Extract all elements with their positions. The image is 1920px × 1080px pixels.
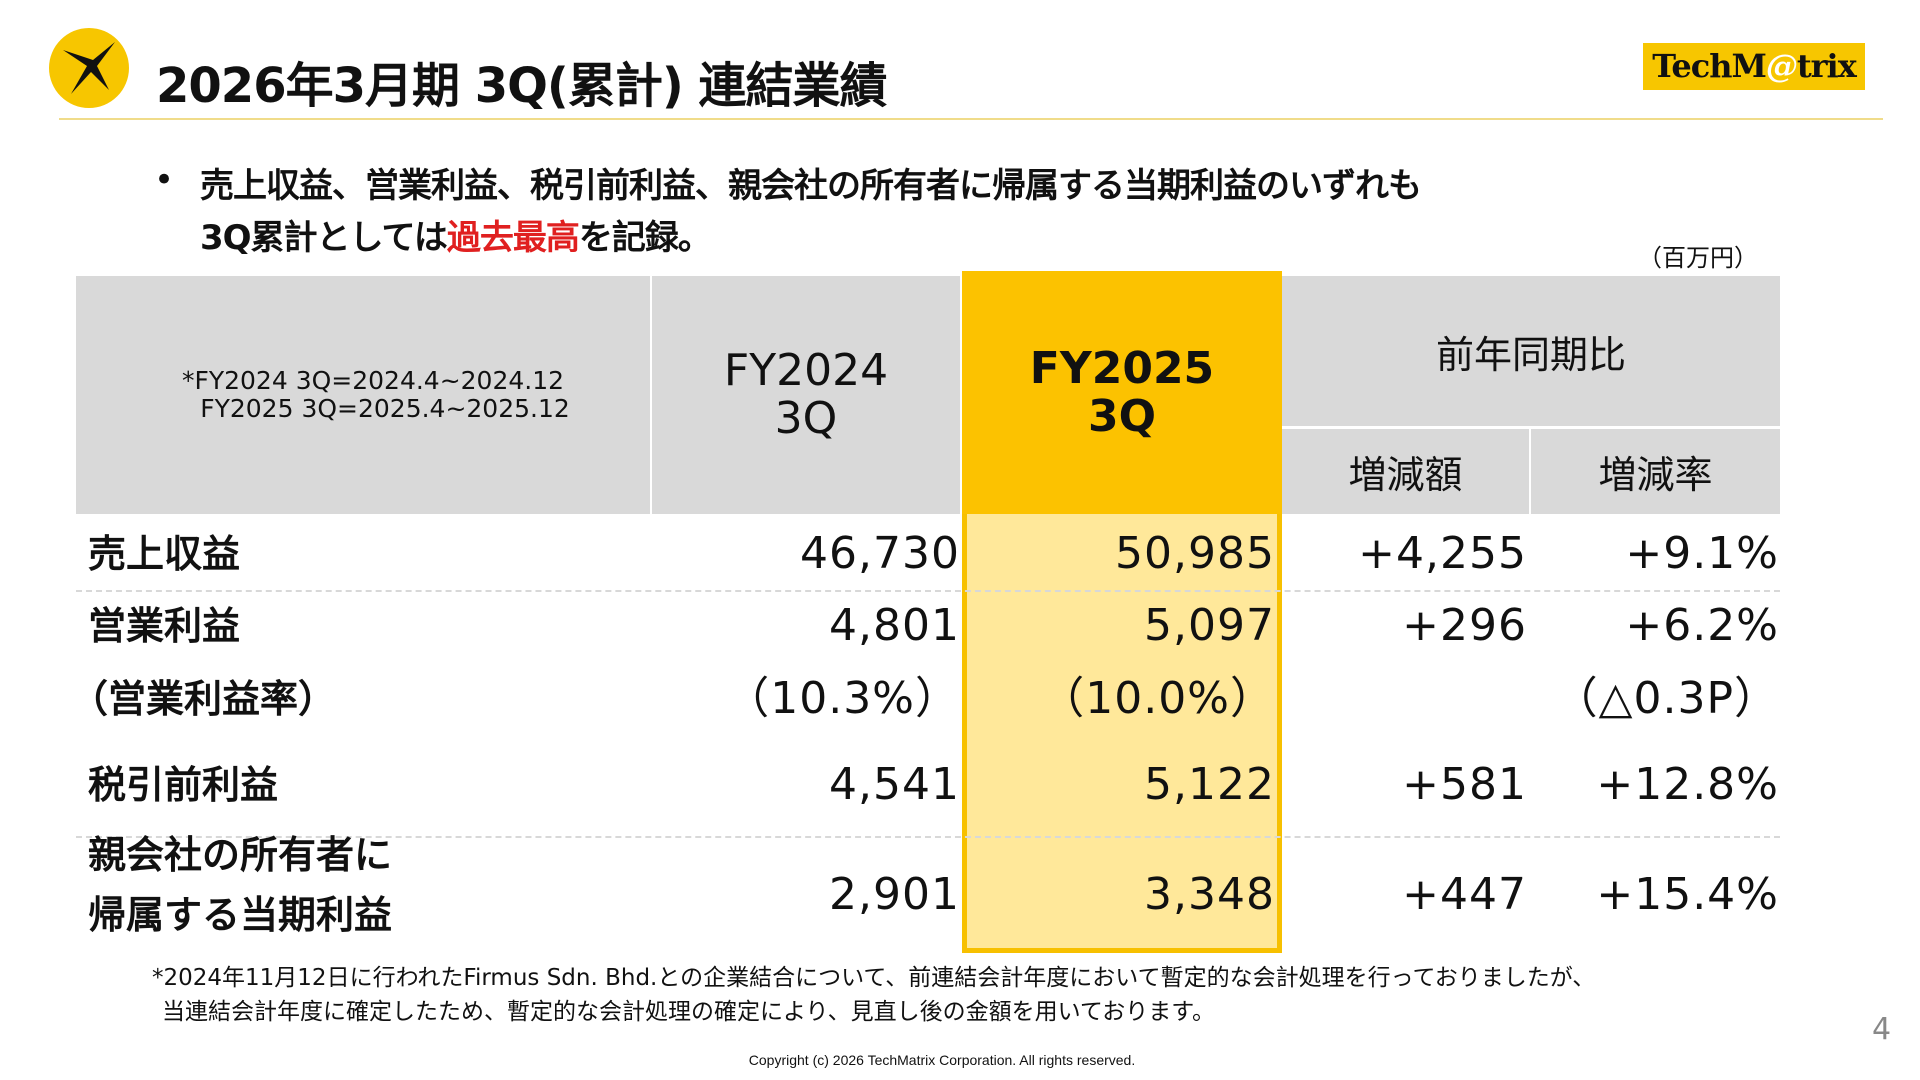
col-header-rate: 増減率	[1531, 429, 1780, 514]
col-header-yoy: 前年同期比	[1282, 276, 1780, 426]
page-title: 2026年3月期 3Q(累計) 連結業績	[156, 58, 887, 114]
col-header-change: 増減額	[1282, 429, 1529, 514]
cell-op-fy2024: 4,801	[829, 600, 960, 651]
cell-revenue-rate: +9.1%	[1625, 528, 1779, 579]
footnote-line-2: 当連結会計年度に確定したため、暫定的な会計処理の確定により、見直し後の金額を用い…	[162, 999, 1215, 1025]
summary-line-1: 売上収益、営業利益、税引前利益、親会社の所有者に帰属する当期利益のいずれも	[200, 166, 1422, 206]
cell-pretax-fy2025: 5,122	[1144, 759, 1275, 810]
row-label-operating-profit: 営業利益	[88, 604, 241, 648]
cell-revenue-fy2024: 46,730	[800, 528, 960, 579]
cell-margin-fy2024: （10.3%）	[725, 673, 960, 724]
cell-margin-rate: （△0.3P）	[1553, 673, 1779, 724]
col-header-fy2025: FY2025 3Q	[962, 271, 1282, 514]
row-label-revenue: 売上収益	[88, 532, 241, 576]
cell-pretax-rate: +12.8%	[1596, 759, 1779, 810]
page-number: 4	[1872, 1012, 1892, 1047]
cell-net-fy2025: 3,348	[1144, 869, 1275, 920]
footnote-line-1: *2024年11月12日に行われたFirmus Sdn. Bhd.との企業結合に…	[152, 965, 1596, 991]
row-divider	[76, 590, 1780, 592]
col-header-fy2024: FY2024 3Q	[652, 276, 960, 514]
header-divider	[59, 118, 1883, 120]
company-logo-icon	[49, 28, 129, 108]
cell-net-change: +447	[1402, 869, 1527, 920]
row-label-operating-margin: （営業利益率）	[70, 677, 337, 721]
cell-op-rate: +6.2%	[1625, 600, 1779, 651]
cell-margin-fy2025: （10.0%）	[1040, 673, 1275, 724]
record-highlight: 過去最高	[446, 218, 580, 258]
unit-label: （百万円）	[1638, 244, 1758, 272]
cell-op-change: +296	[1402, 600, 1527, 651]
cell-pretax-fy2024: 4,541	[829, 759, 960, 810]
cell-net-fy2024: 2,901	[829, 869, 960, 920]
cell-pretax-change: +581	[1402, 759, 1527, 810]
cell-revenue-change: +4,255	[1358, 528, 1527, 579]
period-note: *FY2024 3Q=2024.4~2024.12 FY2025 3Q=2025…	[76, 276, 650, 514]
bullet: •	[154, 160, 175, 200]
row-divider	[76, 836, 1780, 838]
row-label-pretax-profit: 税引前利益	[88, 763, 279, 807]
cell-op-fy2025: 5,097	[1144, 600, 1275, 651]
cell-revenue-fy2025: 50,985	[1115, 528, 1275, 579]
cell-net-rate: +15.4%	[1596, 869, 1779, 920]
summary-line-2: 3Q累計としては過去最高を記録。	[200, 218, 712, 258]
row-label-net-profit: 親会社の所有者に 帰属する当期利益	[88, 833, 393, 937]
copyright: Copyright (c) 2026 TechMatrix Corporatio…	[748, 1052, 1136, 1068]
techmatrix-logo: TechM@trix	[1643, 43, 1865, 90]
